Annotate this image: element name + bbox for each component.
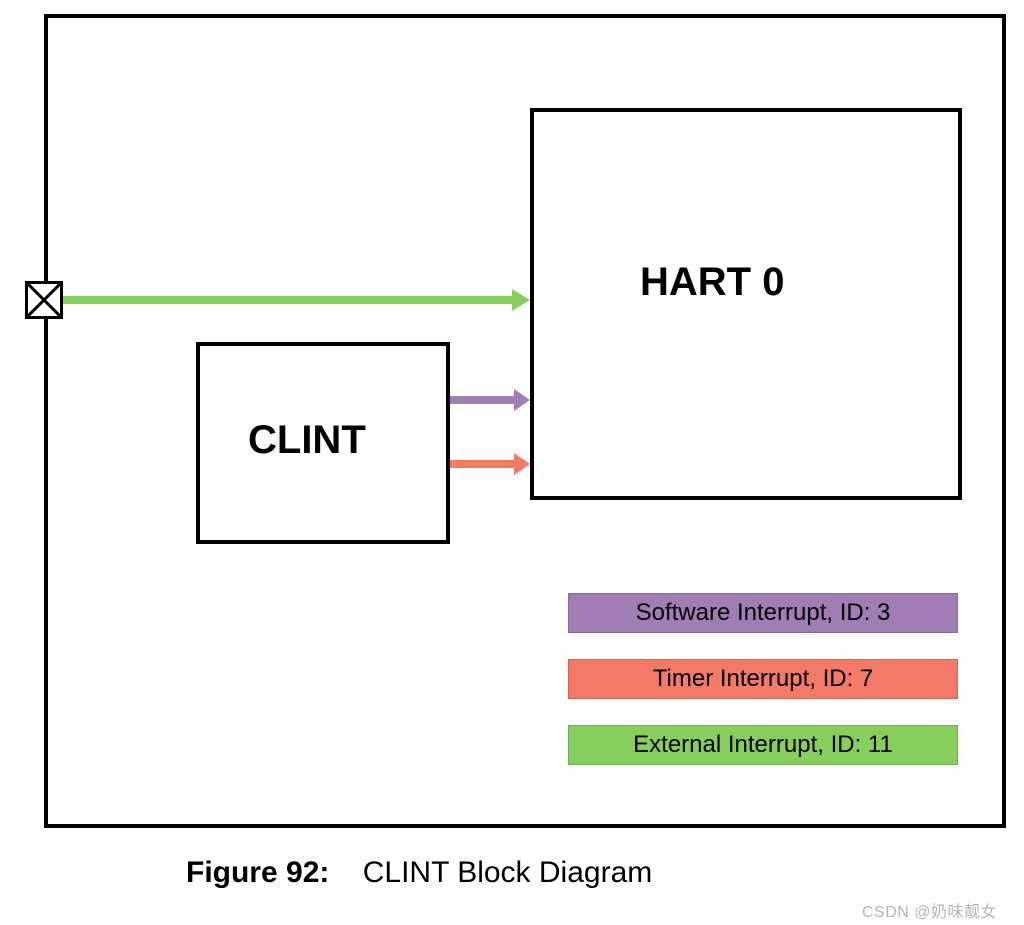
legend-external-label: External Interrupt, ID: 11 — [633, 731, 893, 759]
port-x-icon — [28, 284, 60, 316]
figure-title: CLINT Block Diagram — [363, 856, 653, 889]
legend-software: Software Interrupt, ID: 3 — [568, 593, 958, 633]
external-port — [25, 281, 63, 319]
legend-external: External Interrupt, ID: 11 — [568, 725, 958, 765]
hart0-label: HART 0 — [640, 260, 784, 305]
clint-label: CLINT — [248, 418, 366, 463]
legend-software-label: Software Interrupt, ID: 3 — [636, 599, 891, 627]
arrow-external — [63, 296, 512, 304]
watermark: CSDN @奶味靓女 — [862, 898, 997, 922]
arrow-software — [450, 396, 514, 404]
arrow-timer-head — [514, 453, 530, 475]
arrow-software-head — [514, 389, 530, 411]
diagram-canvas: HART 0 CLINT Software Interrupt, ID: 3 T… — [0, 0, 1024, 925]
figure-caption: Figure 92: CLINT Block Diagram — [186, 856, 652, 890]
arrow-external-head — [512, 289, 530, 311]
arrow-timer — [450, 460, 514, 468]
legend-timer-label: Timer Interrupt, ID: 7 — [653, 665, 874, 693]
figure-number: Figure 92: — [186, 856, 329, 889]
legend-timer: Timer Interrupt, ID: 7 — [568, 659, 958, 699]
